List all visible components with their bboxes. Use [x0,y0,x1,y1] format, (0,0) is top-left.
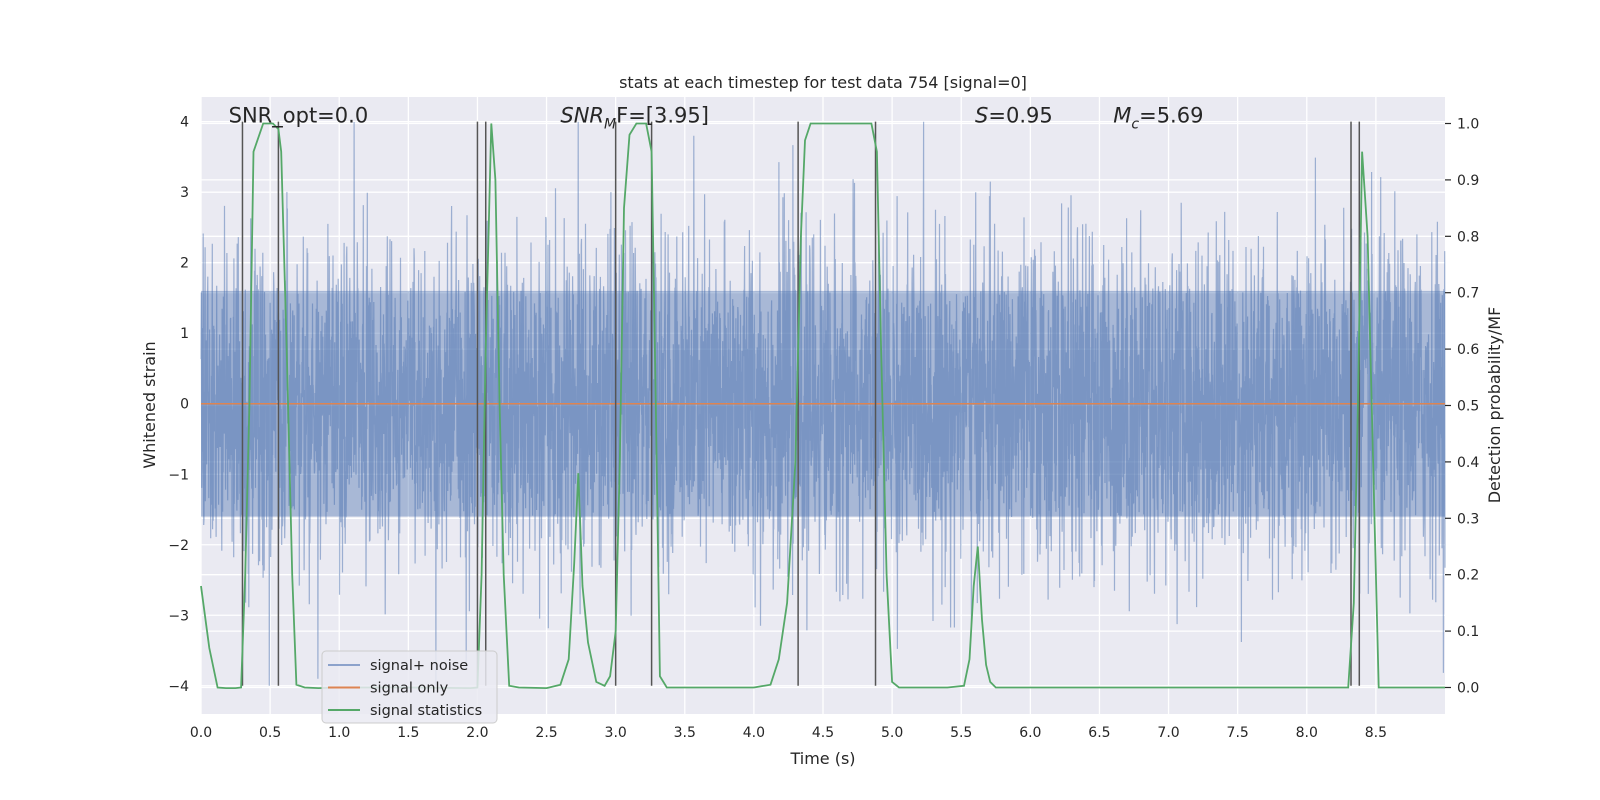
y2-tick-label: 0.7 [1457,286,1479,302]
x-tick-label: 8.0 [1296,725,1318,741]
annotation-3: S=0.95 [975,104,1053,128]
annotation-1: SNR_opt=0.0 [229,104,369,129]
x-tick-label: 7.5 [1227,725,1249,741]
x-tick-label: 5.0 [881,725,903,741]
x-tick-label: 4.5 [812,725,834,741]
x-tick-label: 4.0 [743,725,765,741]
y-tick-label: 4 [180,115,189,131]
y2-tick-label: 0.2 [1457,568,1479,584]
legend-label: signal+ noise [370,658,468,674]
y-tick-label: −2 [168,538,189,554]
x-tick-label: 8.5 [1365,725,1387,741]
vertical-markers [241,121,1361,686]
x-tick-label: 2.5 [535,725,557,741]
x-tick-label: 7.0 [1157,725,1179,741]
x-tick-label: 1.5 [397,725,419,741]
y2-axis-ticks: 0.0 0.1 0.2 0.3 0.4 0.5 0.6 0.7 0.8 0.9 1.0 [1445,117,1479,696]
chart-title: stats at each timestep for test data 754… [619,73,1027,92]
y2-tick-label: 0.9 [1457,173,1479,189]
legend: signal+ noise signal only signal statistic… [321,650,498,724]
x-tick-label: 5.5 [950,725,972,741]
y-tick-label: 3 [180,185,189,201]
y2-axis-label: Detection probability/MF [1485,307,1504,504]
legend-label: signal only [370,681,449,697]
x-tick-label: 3.5 [674,725,696,741]
y2-tick-label: 0.6 [1457,342,1479,358]
x-axis-label: Time (s) [789,749,855,768]
x-tick-label: 2.0 [466,725,488,741]
x-tick-label: 0.5 [259,725,281,741]
annotations: SNR_opt=0.0 SNRMF=[3.95] S=0.95 Mc=5.69 [229,104,1204,133]
series-signal-statistics [200,122,1445,690]
signal-statistics-line [200,122,1445,690]
y-axis-label: Whitened strain [140,341,159,468]
y-tick-label: 0 [180,397,189,413]
legend-label: signal statistics [370,703,482,719]
y2-tick-label: 0.8 [1457,229,1479,245]
y-axis-ticks: −4 −3 −2 −1 0 1 2 3 4 [168,115,189,695]
y2-tick-label: 0.0 [1457,680,1479,696]
y-tick-label: 2 [180,256,189,272]
y2-tick-label: 0.5 [1457,399,1479,415]
y-tick-label: −1 [168,467,189,483]
y-tick-label: 1 [180,326,189,342]
x-axis-ticks: 0.0 0.5 1.0 1.5 2.0 2.5 3.0 3.5 4.0 4.5 5.0 5.5 6.0 6… [190,725,1387,741]
y-tick-label: −4 [168,679,189,695]
x-tick-label: 3.0 [605,725,627,741]
y2-tick-label: 1.0 [1457,117,1479,133]
y2-tick-label: 0.3 [1457,511,1479,527]
x-tick-label: 6.5 [1088,725,1110,741]
legend-box [321,650,498,724]
plot-area [200,121,1446,690]
y2-tick-label: 0.1 [1457,624,1479,640]
x-tick-label: 1.0 [328,725,350,741]
x-tick-label: 0.0 [190,725,212,741]
y-tick-label: −3 [168,608,189,624]
annotation-4: Mc=5.69 [1113,104,1203,133]
annotation-2: SNRMF=[3.95] [560,104,709,133]
y2-tick-label: 0.4 [1457,455,1479,471]
x-tick-label: 6.0 [1019,725,1041,741]
